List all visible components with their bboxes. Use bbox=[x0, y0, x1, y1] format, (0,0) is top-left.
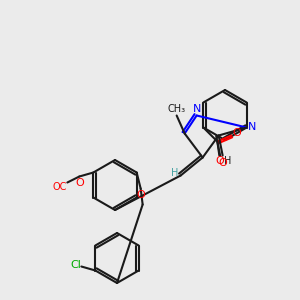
Text: H: H bbox=[224, 155, 231, 166]
Text: O: O bbox=[232, 128, 241, 139]
Text: O: O bbox=[218, 158, 227, 167]
Text: OC: OC bbox=[52, 182, 67, 193]
Text: Cl: Cl bbox=[70, 260, 81, 269]
Text: N: N bbox=[248, 122, 256, 133]
Text: O: O bbox=[75, 178, 84, 188]
Text: CH₃: CH₃ bbox=[168, 103, 186, 113]
Text: O: O bbox=[215, 155, 224, 166]
Text: N: N bbox=[193, 103, 201, 113]
Text: O: O bbox=[136, 190, 145, 200]
Text: H: H bbox=[171, 167, 178, 178]
